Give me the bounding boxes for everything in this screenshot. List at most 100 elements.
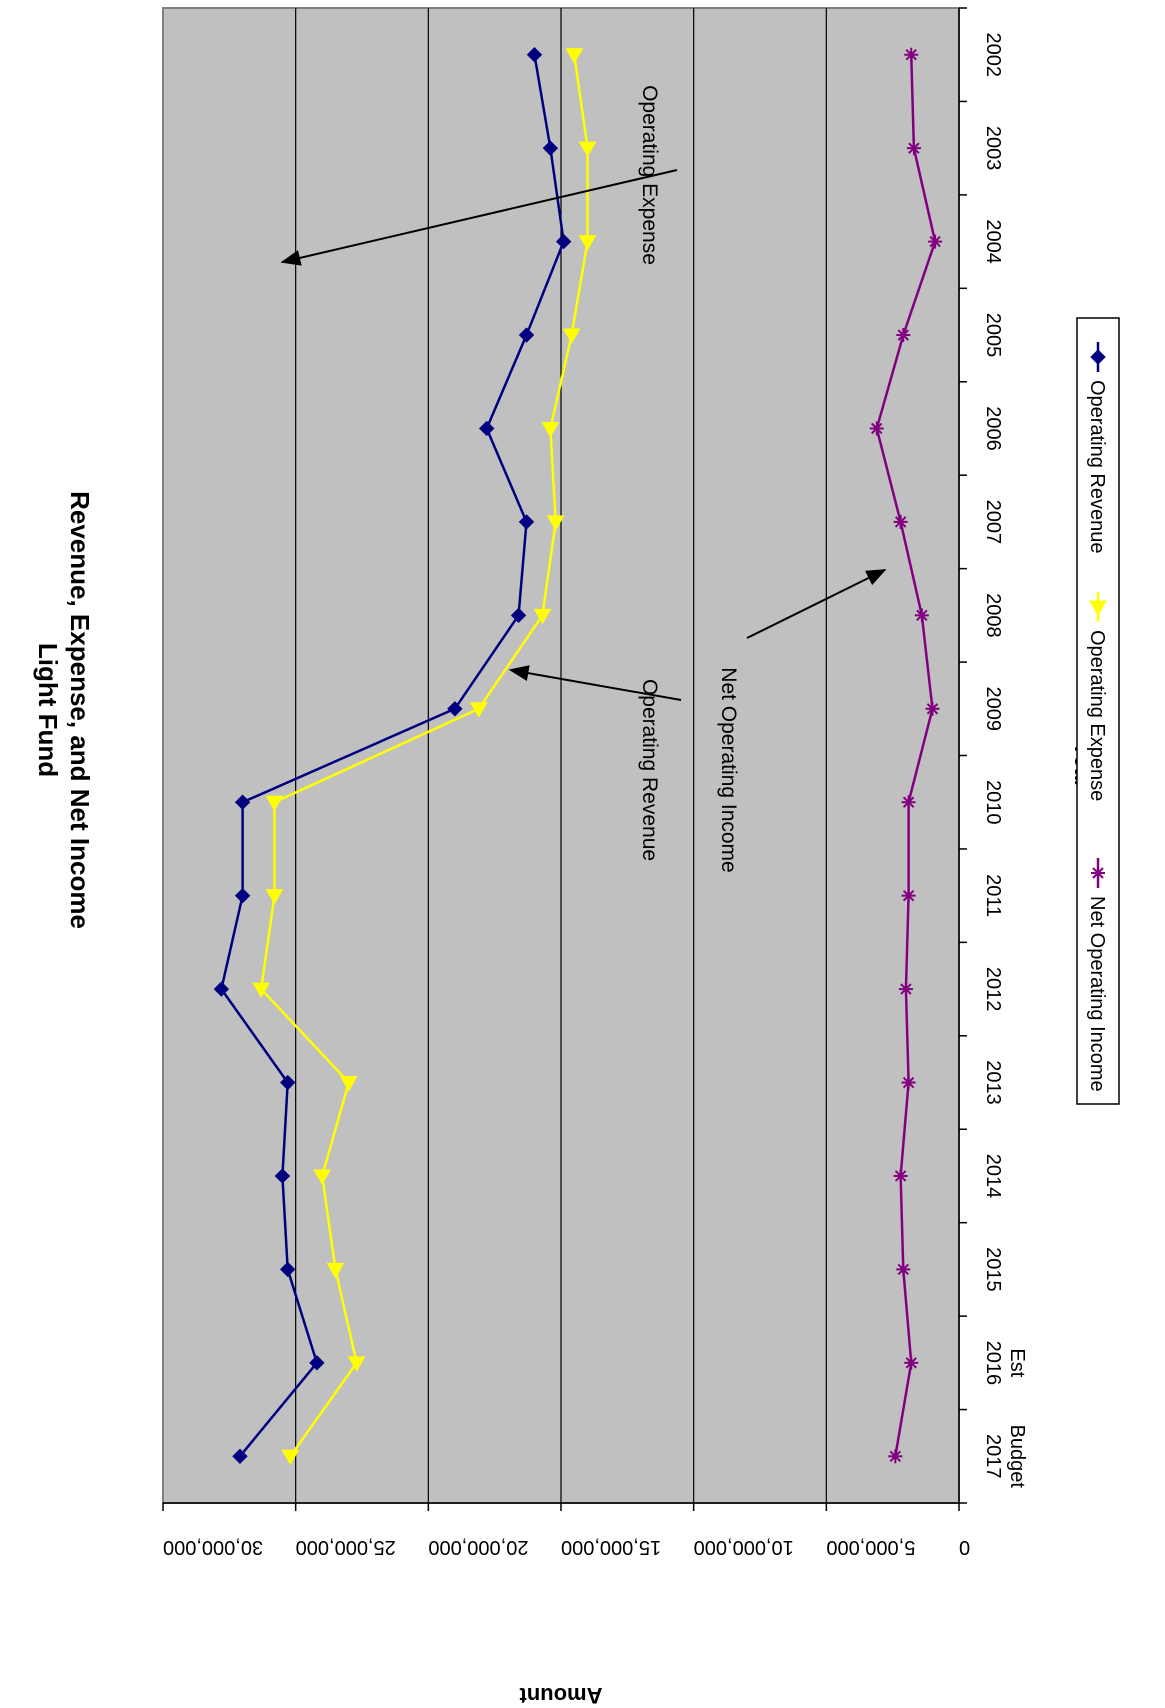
data-point [447, 701, 463, 717]
series-line [875, 54, 937, 1457]
data-point [234, 794, 251, 810]
y-tick-label: 25,000,000 [296, 1536, 396, 1558]
data-point [893, 514, 908, 529]
x-tick-label: 2015 [982, 1247, 1004, 1292]
data-point [279, 1261, 296, 1278]
legend: Operating Revenue Operating Expense Net Op… [1076, 317, 1120, 1105]
gridlines [295, 8, 827, 1503]
series-net-operating-income [869, 47, 943, 1464]
annotation-arrow [746, 569, 887, 639]
annotation: Net Operating Income [717, 569, 887, 873]
x-axis: 2002 2003 2004 2005 2006 2007 2008 2009 2010 2011… [959, 7, 1028, 1504]
x-tick-label: 2006 [982, 406, 1004, 451]
annotations: Operating Revenue Operating Expense Net Op… [280, 85, 887, 873]
data-point [546, 515, 565, 531]
data-point [469, 702, 488, 718]
legend-marker [1090, 349, 1106, 365]
data-point [901, 795, 916, 810]
x-tick-label: 2004 [982, 219, 1004, 264]
data-point [265, 795, 284, 812]
y-tick-label: 20,000,000 [428, 1536, 528, 1558]
x-tick-label: 2007 [982, 500, 1004, 545]
chart-subtitle: Revenue, Expense, and Net Income [65, 491, 95, 929]
data-point [869, 421, 884, 436]
y-tick-label: 10,000,000 [694, 1536, 794, 1558]
y-tick-label: 5,000,000 [826, 1536, 915, 1558]
x-tick-label: 2012 [982, 967, 1004, 1012]
y-axis-title: Amount [519, 1683, 603, 1708]
data-point [518, 514, 535, 530]
data-point [578, 141, 597, 158]
data-point [541, 421, 560, 438]
legend-label: Operating Expense [1086, 630, 1108, 801]
data-point [562, 328, 581, 345]
x-tick-label: 2008 [982, 593, 1004, 638]
data-point [914, 608, 929, 623]
annotation-arrow [508, 665, 682, 701]
annotation-label: Operating Revenue [638, 679, 661, 861]
series-line [259, 54, 589, 1458]
legend-item: Operating Expense [1086, 592, 1108, 801]
annotation: Operating Revenue [508, 665, 682, 861]
legend-box [1076, 317, 1120, 1105]
data-point [213, 981, 230, 997]
x-tick-label: 2003 [982, 126, 1004, 171]
series-layer [213, 47, 943, 1466]
x-tick-label: 2014 [982, 1154, 1004, 1199]
y-axis: 0 5,000,000 10,000,000 15,000,000 20,000,000… [162, 1503, 970, 1558]
annotation-arrow [280, 169, 678, 266]
data-point [510, 607, 527, 624]
data-point [565, 48, 584, 64]
x-tick-label: 2009 [982, 687, 1004, 732]
data-point [888, 1449, 903, 1464]
series-operating-expense [252, 48, 597, 1466]
data-point [901, 888, 916, 903]
x-tick-label: 2017 [982, 1434, 1004, 1479]
data-point [326, 1262, 345, 1279]
data-point [901, 1075, 916, 1090]
x-tick-label: 2002 [982, 32, 1004, 77]
annotation-label: Net Operating Income [717, 667, 740, 872]
x-tick-label: 2005 [982, 313, 1004, 358]
series-line [220, 54, 565, 1458]
legend-label: Operating Revenue [1086, 380, 1108, 553]
data-point [904, 47, 919, 62]
data-point [309, 1355, 325, 1371]
data-point [925, 701, 940, 716]
data-point [893, 1168, 908, 1183]
series-operating-revenue [213, 47, 572, 1464]
data-point [347, 1356, 366, 1372]
data-point [526, 47, 543, 63]
x-tick-label: 2016 [982, 1341, 1004, 1386]
y-tick-label: 30,000,000 [163, 1536, 263, 1558]
data-point [928, 234, 943, 249]
x-tick-label: Est [1006, 1348, 1028, 1377]
legend-label: Net Operating Income [1086, 896, 1108, 1092]
data-point [904, 1355, 919, 1370]
legend-marker [1091, 866, 1105, 880]
annotation-label: Operating Expense [638, 85, 661, 265]
annotation: Operating Expense [280, 85, 678, 266]
data-point [555, 233, 572, 250]
data-point [281, 1449, 300, 1466]
y-tick-label: 15,000,000 [561, 1536, 661, 1558]
data-point [234, 887, 251, 904]
legend-item: Net Operating Income [1086, 858, 1108, 1092]
data-point [518, 327, 535, 343]
data-point [542, 140, 559, 156]
legend-item: Operating Revenue [1086, 342, 1108, 553]
data-point [265, 889, 284, 905]
x-tick-label: Budget [1006, 1425, 1028, 1489]
data-point [313, 1169, 332, 1185]
data-point [232, 1448, 248, 1464]
data-point [578, 235, 597, 251]
data-point [478, 420, 495, 437]
legend-marker [1089, 600, 1107, 617]
x-tick-label: 2011 [982, 874, 1004, 917]
data-point [339, 1076, 358, 1092]
data-point [896, 328, 911, 343]
x-tick-label: 2013 [982, 1060, 1004, 1105]
data-point [896, 1262, 911, 1277]
data-point [533, 608, 552, 625]
data-point [274, 1168, 291, 1184]
